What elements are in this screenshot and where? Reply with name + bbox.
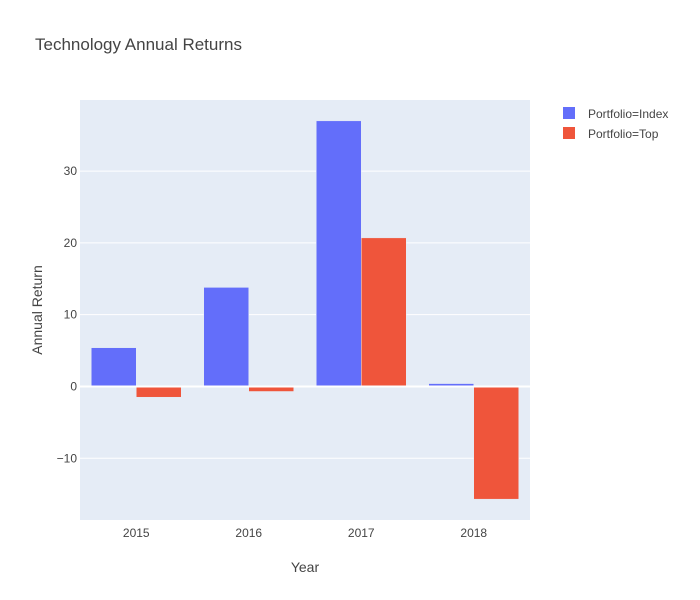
y-tick-label: 10 <box>64 308 78 322</box>
x-tick-label: 2016 <box>235 526 262 540</box>
legend-swatch-index <box>563 107 575 119</box>
legend-label-index: Portfolio=Index <box>588 107 668 121</box>
x-tick-label: 2015 <box>123 526 150 540</box>
x-tick-labels: 2015 2016 2017 2018 <box>123 526 488 540</box>
bar-index-2017 <box>316 120 362 387</box>
y-tick-label: 20 <box>64 236 78 250</box>
y-tick-label: −10 <box>57 451 78 465</box>
bar-top-2015 <box>136 386 182 398</box>
x-axis-title: Year <box>291 559 320 575</box>
gridlines <box>80 170 530 459</box>
bar-index-2015 <box>91 347 137 387</box>
legend-swatch-top <box>563 127 575 139</box>
y-axis-title: Annual Return <box>29 265 45 355</box>
bar-top-2017 <box>361 237 407 387</box>
legend: Portfolio=Index Portfolio=Top <box>563 107 668 141</box>
x-tick-label: 2018 <box>460 526 487 540</box>
bar-index-2016 <box>203 287 249 387</box>
x-tick-label: 2017 <box>348 526 375 540</box>
bar-top-2018 <box>473 386 519 500</box>
y-tick-label: 30 <box>64 164 78 178</box>
y-tick-labels: −10 0 10 20 30 <box>57 164 78 465</box>
bars-group <box>91 120 519 500</box>
legend-label-top: Portfolio=Top <box>588 127 659 141</box>
plot-area <box>80 100 530 520</box>
chart-title: Technology Annual Returns <box>35 35 242 54</box>
y-tick-label: 0 <box>70 379 77 393</box>
